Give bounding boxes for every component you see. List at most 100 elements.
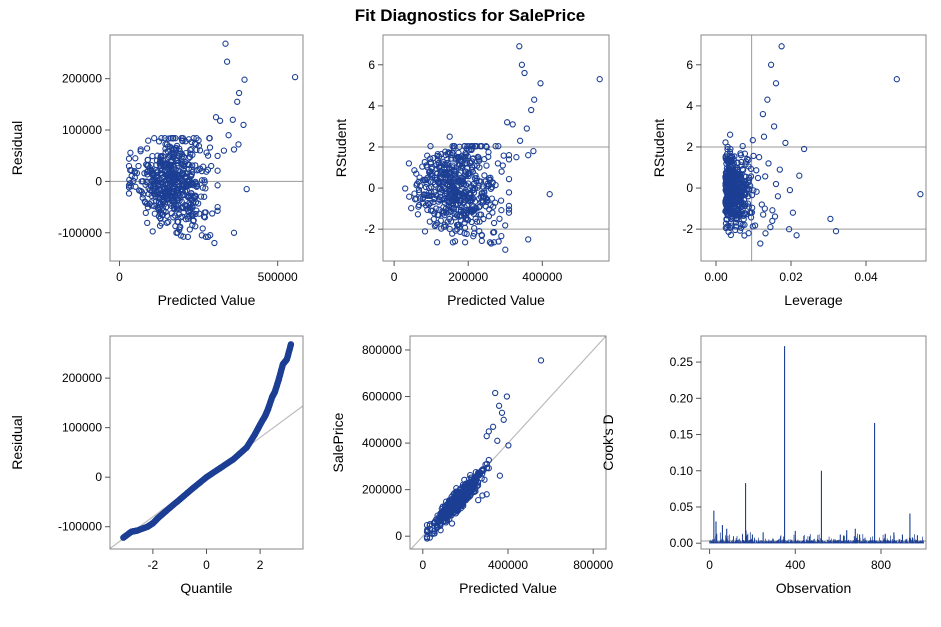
data-point [453, 221, 461, 229]
data-point [195, 200, 202, 207]
data-point [154, 152, 161, 159]
data-point [199, 184, 206, 191]
qq-point [216, 465, 224, 472]
data-point [434, 211, 441, 219]
data-point [762, 230, 769, 237]
data-point [800, 145, 808, 153]
data-point [408, 205, 415, 212]
data-point [449, 149, 456, 156]
data-point [132, 155, 139, 162]
data-point [423, 162, 430, 169]
data-point [184, 233, 192, 241]
data-point [725, 174, 732, 182]
data-point [793, 232, 800, 239]
data-point [191, 140, 199, 147]
data-point [459, 191, 466, 198]
data-point [185, 213, 192, 220]
data-point [170, 202, 177, 209]
data-point [415, 189, 423, 196]
data-point [151, 180, 158, 188]
data-point [485, 428, 492, 435]
data-point [212, 114, 220, 121]
data-point [483, 143, 490, 151]
data-point [765, 160, 772, 167]
data-point [157, 153, 165, 161]
data-point [489, 209, 496, 216]
data-point [446, 177, 453, 184]
data-point [505, 175, 513, 183]
data-point [468, 143, 475, 150]
data-point [917, 191, 924, 198]
data-point [740, 216, 747, 223]
qq-point [243, 444, 250, 451]
data-point [162, 192, 169, 200]
data-point [537, 80, 544, 87]
data-point [449, 143, 456, 150]
data-point [230, 229, 238, 236]
data-point [435, 513, 443, 521]
data-point [156, 206, 163, 214]
data-point [596, 76, 603, 83]
data-point [739, 142, 746, 150]
data-point [192, 180, 199, 187]
data-point [497, 197, 505, 204]
data-point [462, 168, 470, 175]
y-tick-label: -100000 [58, 520, 102, 534]
panel-residual-vs-predicted: 0 500000 -100000 0 100000 200000 Predicted Val… [9, 34, 304, 308]
x-axis-label: Leverage [784, 292, 843, 308]
x-tick-label: 400000 [488, 558, 528, 572]
data-point [169, 135, 176, 142]
data-point [148, 199, 155, 206]
data-point [734, 195, 741, 203]
y-axis-label: RStudent [651, 119, 667, 177]
data-point [439, 507, 447, 515]
data-point [162, 149, 169, 156]
data-point [475, 204, 483, 211]
data-point [235, 89, 243, 97]
y-axis-label: Cook's D [600, 414, 616, 470]
x-tick-label: 800000 [573, 558, 613, 572]
data-point [424, 192, 431, 199]
data-point [214, 167, 221, 174]
data-point [144, 167, 152, 175]
data-point [531, 96, 538, 103]
data-point [761, 205, 768, 212]
x-tick-label: 2 [257, 558, 264, 572]
data-point [737, 208, 745, 216]
data-point [201, 179, 208, 186]
data-point [454, 492, 461, 499]
data-point [163, 141, 171, 148]
data-point [429, 164, 436, 171]
data-point [203, 168, 210, 175]
x-tick-label: 200000 [448, 270, 488, 284]
data-point [461, 483, 469, 490]
data-point [465, 195, 472, 202]
data-point [492, 143, 499, 150]
data-point [402, 185, 409, 192]
data-point [186, 153, 194, 161]
plot-frame [700, 34, 927, 262]
data-point [451, 195, 459, 202]
data-point [724, 202, 731, 209]
data-point [476, 469, 484, 476]
data-point [750, 152, 757, 160]
data-point [457, 174, 464, 182]
data-point [173, 188, 180, 195]
y-tick-label: 800000 [362, 343, 402, 357]
data-point [530, 147, 537, 155]
data-point [729, 199, 736, 206]
data-point [476, 211, 483, 218]
x-tick-label: 800 [871, 558, 891, 572]
plot-frame [700, 335, 927, 550]
qq-point [287, 341, 295, 348]
data-point [495, 238, 502, 245]
x-tick-label: 0 [116, 270, 123, 284]
data-point [185, 209, 193, 216]
data-point [451, 214, 459, 221]
data-point [739, 221, 746, 229]
data-point [458, 503, 465, 510]
data-point [460, 189, 467, 197]
data-point [440, 178, 447, 185]
data-point [201, 214, 209, 221]
data-point [198, 232, 205, 239]
